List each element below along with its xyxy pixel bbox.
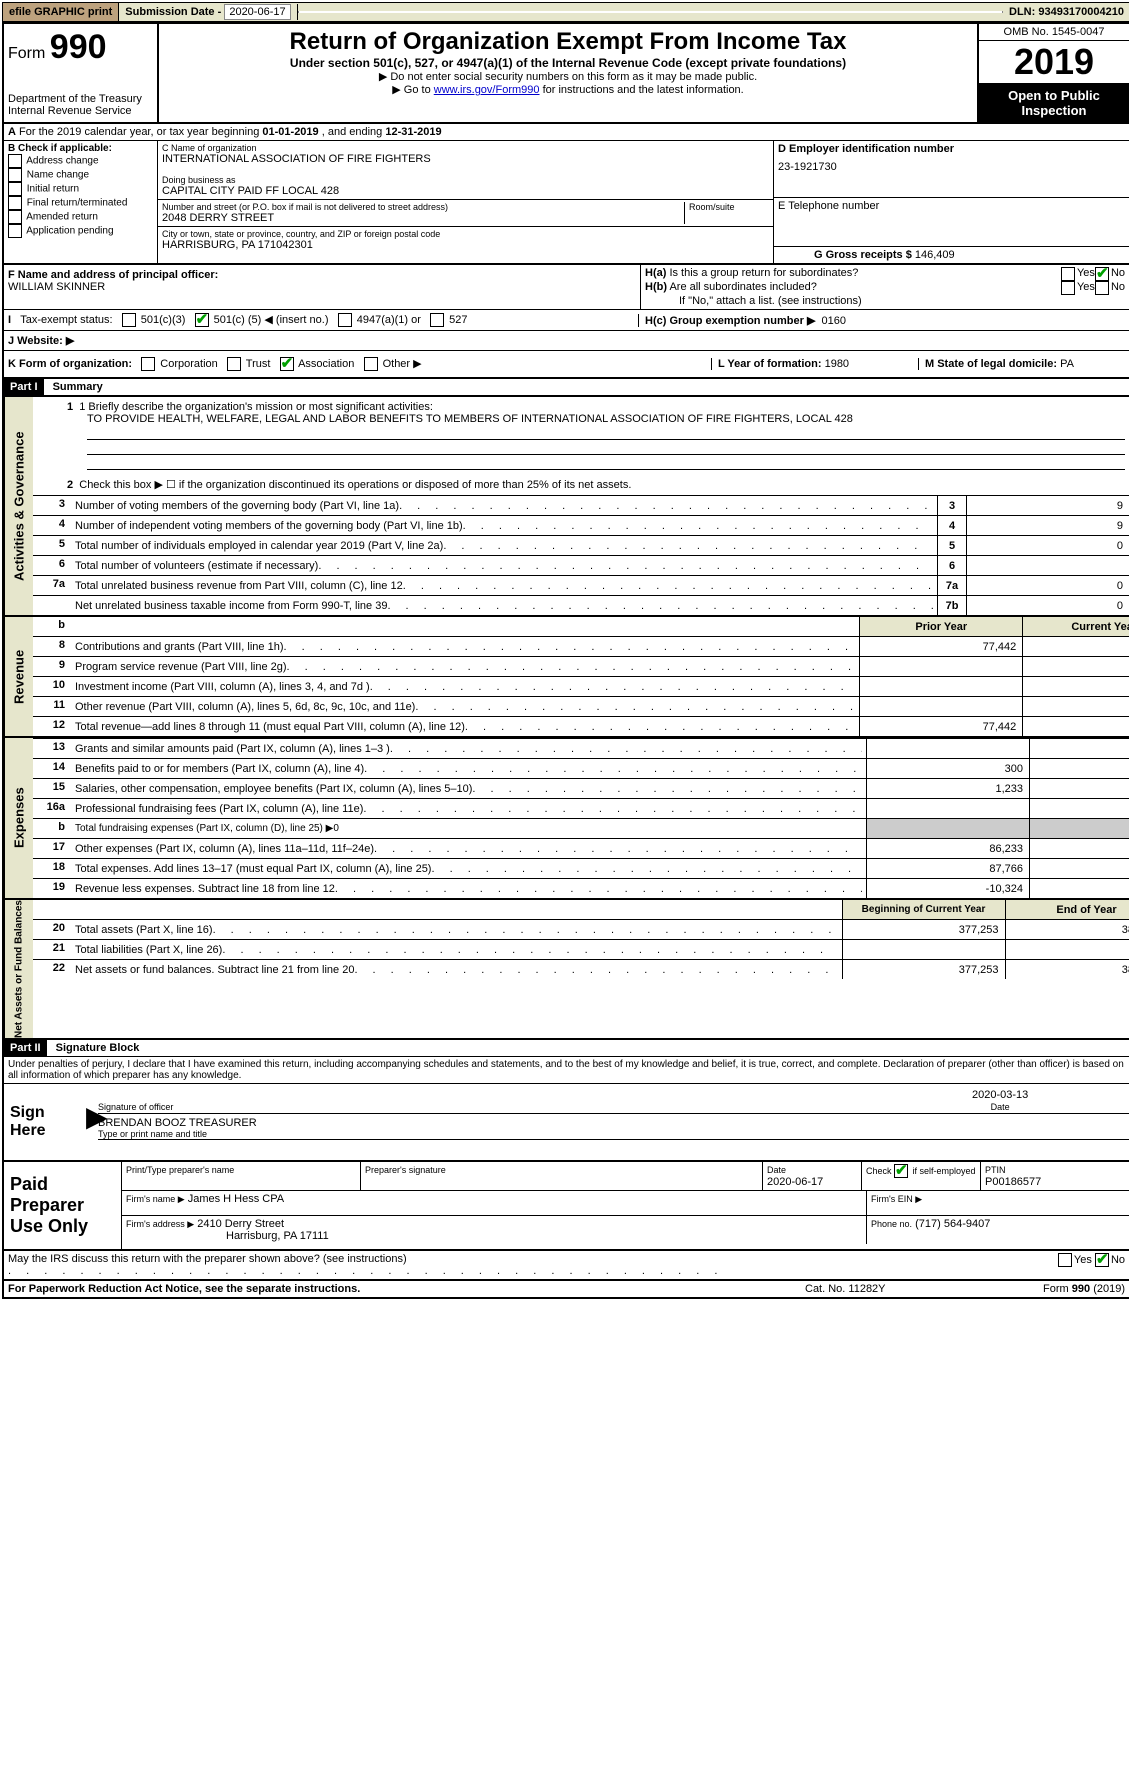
section-expenses: Expenses 13Grants and similar amounts pa… (4, 738, 1129, 900)
footer-discuss: May the IRS discuss this return with the… (4, 1251, 1129, 1281)
checkbox-hb-yes[interactable] (1061, 281, 1075, 295)
irs-link[interactable]: www.irs.gov/Form990 (434, 84, 540, 96)
line-11: 11Other revenue (Part VIII, column (A), … (33, 696, 1129, 716)
paid-preparer: Paid Preparer Use Only Print/Type prepar… (4, 1162, 1129, 1251)
line-15: 15Salaries, other compensation, employee… (33, 778, 1129, 798)
row-f-h: F Name and address of principal officer:… (4, 265, 1129, 310)
footer-bottom: For Paperwork Reduction Act Notice, see … (4, 1281, 1129, 1297)
form-header: Form 990 Department of the Treasury Inte… (4, 24, 1129, 124)
line-14: 14Benefits paid to or for members (Part … (33, 758, 1129, 778)
form-title: Return of Organization Exempt From Incom… (163, 28, 973, 56)
line-3: 3Number of voting members of the governi… (33, 495, 1129, 515)
checkbox-final-return[interactable] (8, 196, 22, 210)
line-10: 10Investment income (Part VIII, column (… (33, 676, 1129, 696)
header-left: Form 990 Department of the Treasury Inte… (4, 24, 159, 122)
section-b-to-g: B Check if applicable: Address change Na… (4, 141, 1129, 265)
line-18: 18Total expenses. Add lines 13–17 (must … (33, 858, 1129, 878)
dln: DLN: 93493170004210 (1003, 4, 1129, 20)
line-7a: 7aTotal unrelated business revenue from … (33, 575, 1129, 595)
col-defg: D Employer identification number 23-1921… (774, 141, 1129, 263)
checkbox-4947[interactable] (338, 313, 352, 327)
line-22: 22Net assets or fund balances. Subtract … (33, 959, 1129, 979)
line-21: 21Total liabilities (Part X, line 26)0 (33, 939, 1129, 959)
section-governance: Activities & Governance 1 1 Briefly desc… (4, 397, 1129, 617)
checkbox-amended[interactable] (8, 210, 22, 224)
perjury-text: Under penalties of perjury, I declare th… (4, 1057, 1129, 1084)
checkbox-assoc[interactable] (280, 357, 294, 371)
part1-header: Part I Summary (4, 379, 1129, 397)
section-net-assets: Net Assets or Fund Balances Beginning of… (4, 900, 1129, 1040)
part2-header: Part II Signature Block (4, 1040, 1129, 1057)
submission-date: Submission Date - 2020-06-17 (119, 4, 297, 20)
section-revenue: Revenue b Prior Year Current Year 8Contr… (4, 617, 1129, 738)
checkbox-hb-no[interactable] (1095, 281, 1109, 295)
line-17: 17Other expenses (Part IX, column (A), l… (33, 838, 1129, 858)
line-13: 13Grants and similar amounts paid (Part … (33, 738, 1129, 758)
checkbox-corp[interactable] (141, 357, 155, 371)
header-right: OMB No. 1545-0047 2019 Open to Public In… (977, 24, 1129, 122)
checkbox-527[interactable] (430, 313, 444, 327)
line-16a: 16aProfessional fundraising fees (Part I… (33, 798, 1129, 818)
line-9: 9Program service revenue (Part VIII, lin… (33, 656, 1129, 676)
header-center: Return of Organization Exempt From Incom… (159, 24, 977, 122)
checkbox-discuss-no[interactable] (1095, 1253, 1109, 1267)
col-b: B Check if applicable: Address change Na… (4, 141, 158, 263)
checkbox-app-pending[interactable] (8, 224, 22, 238)
row-j: J Website: ▶ (4, 331, 1129, 351)
checkbox-other[interactable] (364, 357, 378, 371)
efile-label[interactable]: efile GRAPHIC print (3, 3, 119, 21)
top-bar: efile GRAPHIC print Submission Date - 20… (2, 2, 1129, 22)
row-i: I Tax-exempt status: 501(c)(3) 501(c) (5… (4, 310, 1129, 331)
line-6: 6Total number of volunteers (estimate if… (33, 555, 1129, 575)
row-k: K Form of organization: Corporation Trus… (4, 351, 1129, 379)
checkbox-501c3[interactable] (122, 313, 136, 327)
checkbox-trust[interactable] (227, 357, 241, 371)
checkbox-501c[interactable] (195, 313, 209, 327)
line-b-marker: b (33, 617, 71, 636)
line-20: 20Total assets (Part X, line 16)377,2533… (33, 919, 1129, 939)
checkbox-name-change[interactable] (8, 168, 22, 182)
line-b: bTotal fundraising expenses (Part IX, co… (33, 818, 1129, 838)
checkbox-ha-yes[interactable] (1061, 267, 1075, 281)
checkbox-ha-no[interactable] (1095, 267, 1109, 281)
line-12: 12Total revenue—add lines 8 through 11 (… (33, 716, 1129, 736)
form-body: Form 990 Department of the Treasury Inte… (2, 22, 1129, 1299)
line-7b: Net unrelated business taxable income fr… (33, 595, 1129, 615)
sign-here: Sign Here ▶ Signature of officer 2020-03… (4, 1084, 1129, 1162)
col-c: C Name of organization INTERNATIONAL ASS… (158, 141, 774, 263)
checkbox-initial-return[interactable] (8, 182, 22, 196)
line-19: 19Revenue less expenses. Subtract line 1… (33, 878, 1129, 898)
line-5: 5Total number of individuals employed in… (33, 535, 1129, 555)
checkbox-address-change[interactable] (8, 154, 22, 168)
line-4: 4Number of independent voting members of… (33, 515, 1129, 535)
checkbox-discuss-yes[interactable] (1058, 1253, 1072, 1267)
line-8: 8Contributions and grants (Part VIII, li… (33, 636, 1129, 656)
spacer (298, 11, 1003, 13)
row-a: A For the 2019 calendar year, or tax yea… (4, 124, 1129, 141)
checkbox-self-employed[interactable] (894, 1164, 908, 1178)
